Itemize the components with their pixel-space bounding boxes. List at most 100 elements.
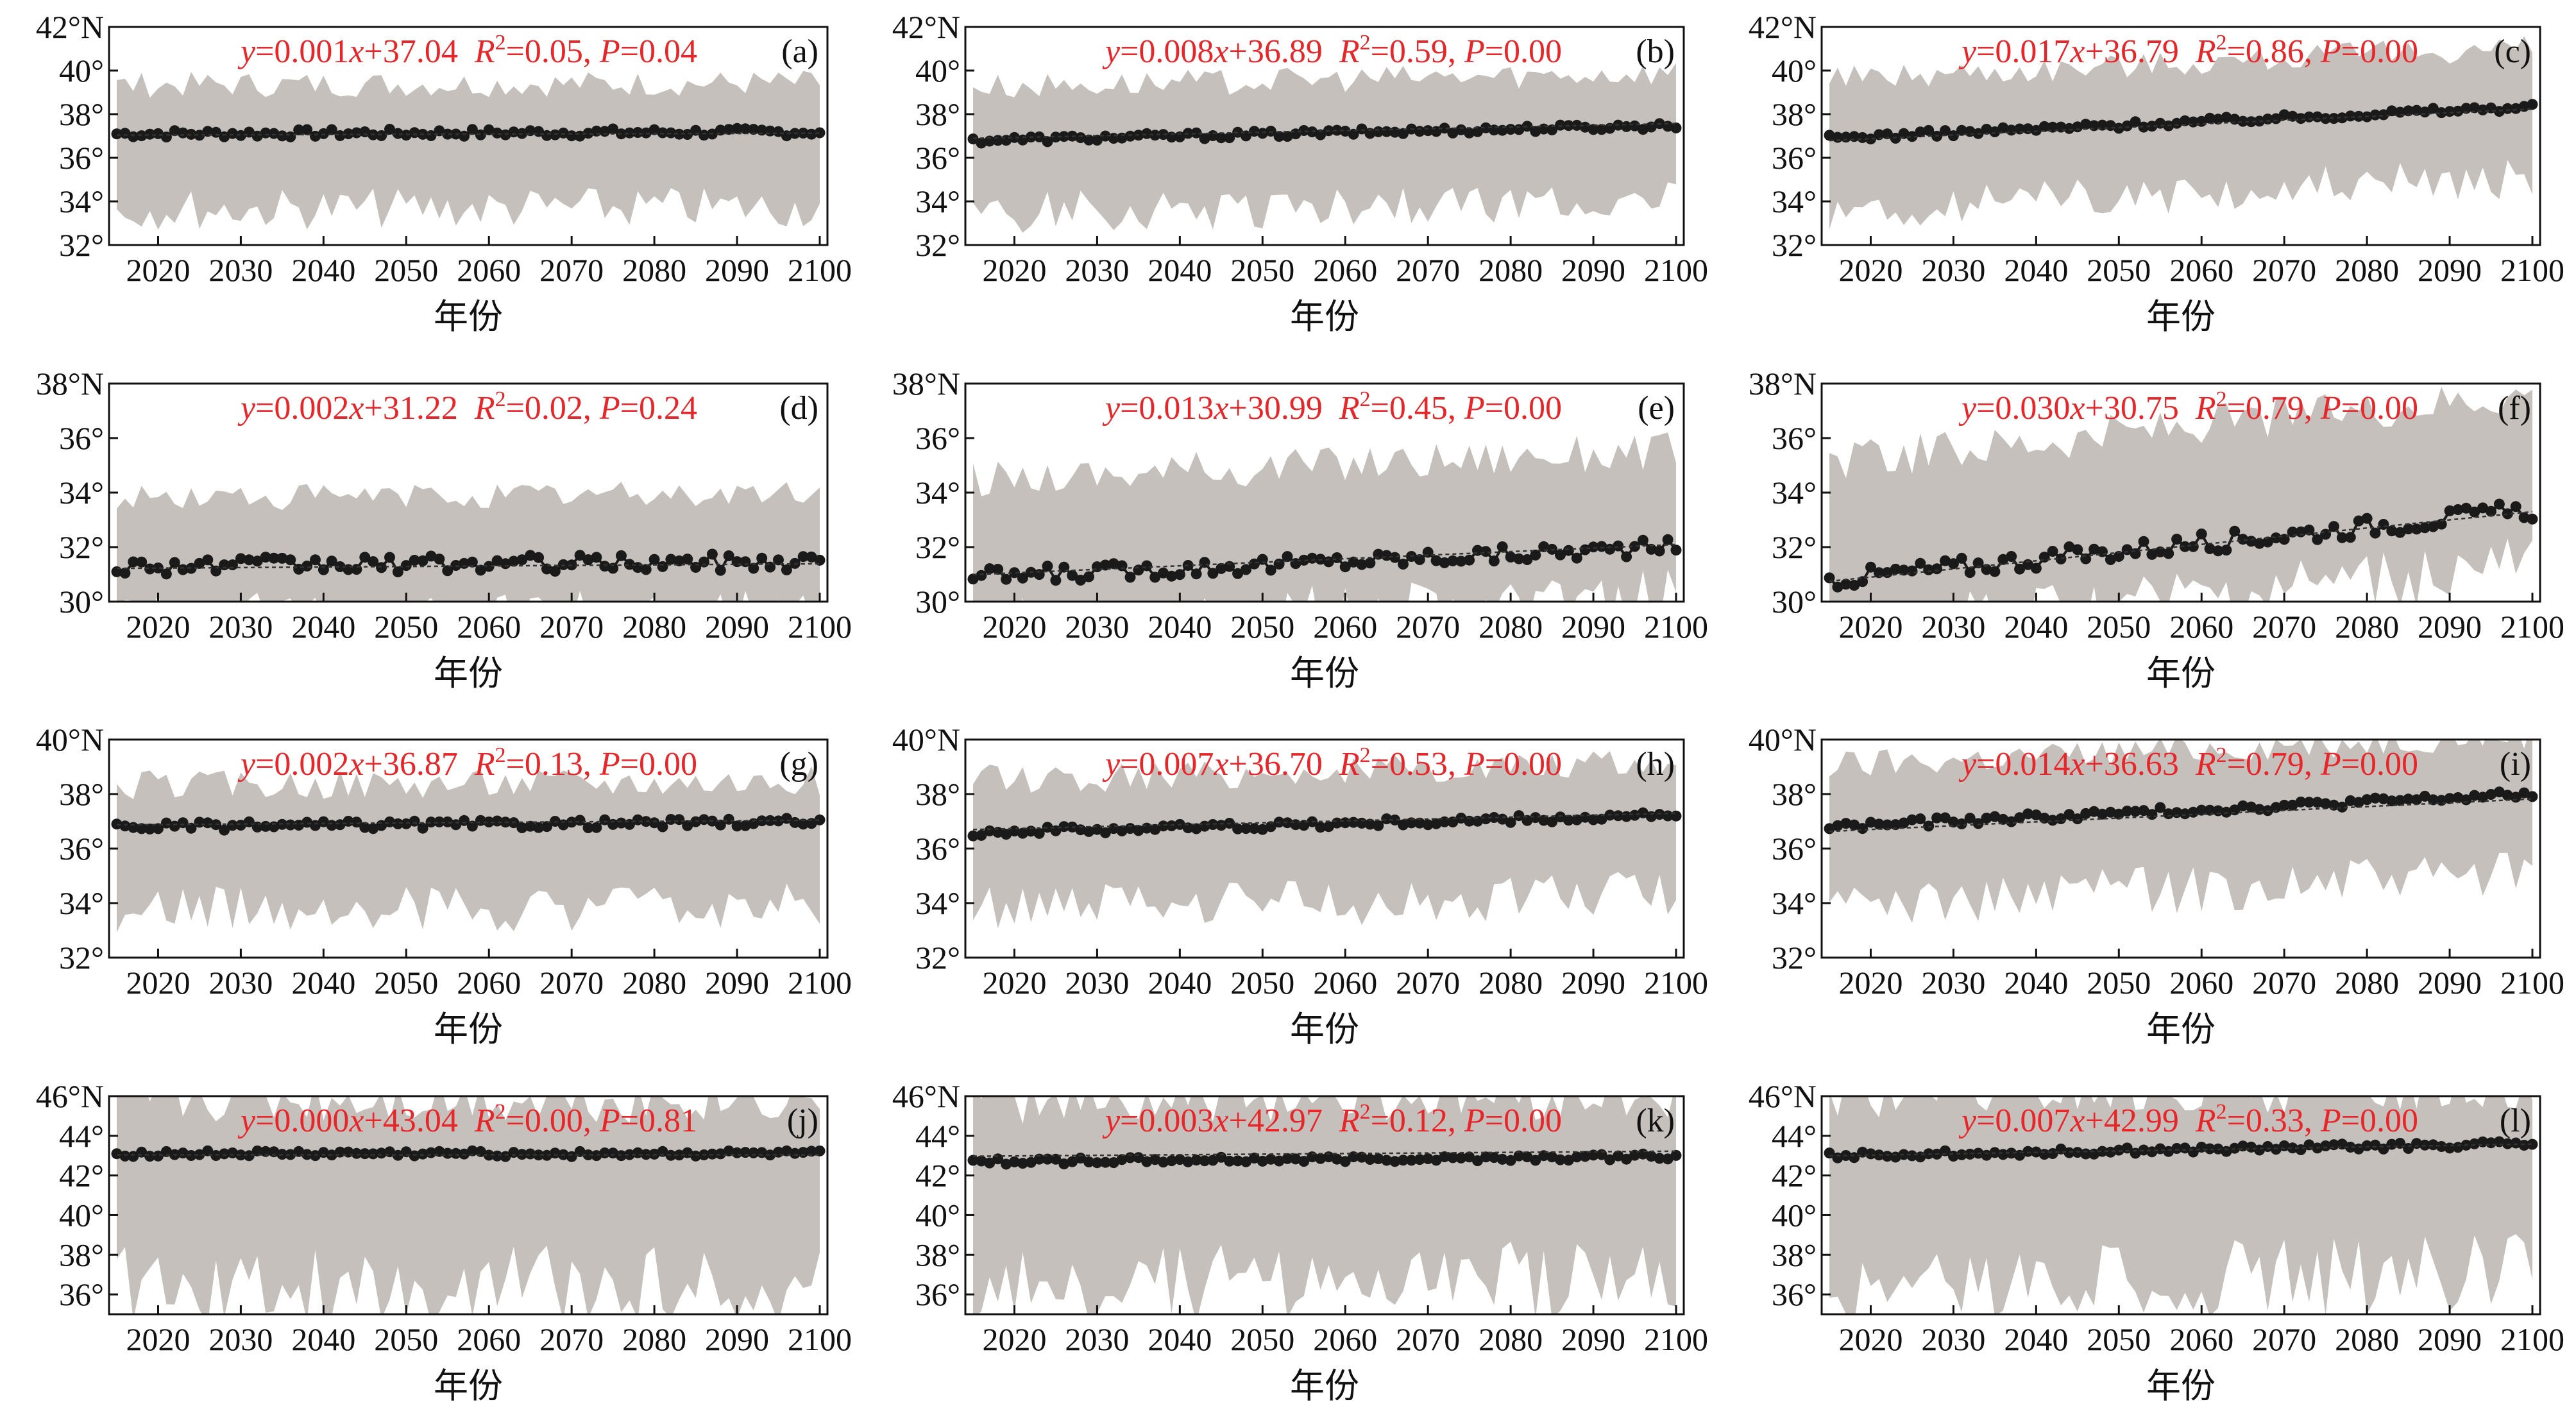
data-point (227, 1147, 238, 1158)
data-point (976, 1155, 987, 1167)
y-tick-label: 44° (915, 1118, 960, 1154)
data-point (1430, 555, 1442, 566)
data-point (2047, 546, 2058, 557)
data-point (1083, 134, 1094, 146)
data-point (1207, 568, 1219, 579)
data-point (1947, 817, 1959, 828)
data-point (1579, 544, 1591, 555)
data-point (2444, 793, 2455, 804)
data-point (1824, 130, 1835, 141)
data-point (1662, 534, 1674, 545)
data-point (1331, 1153, 1343, 1165)
data-point (2411, 105, 2422, 116)
data-point (2469, 790, 2480, 801)
data-point (1389, 552, 1401, 563)
y-tick-label: 46°N (892, 1078, 960, 1114)
data-point (1083, 825, 1094, 837)
data-point (1915, 557, 1926, 569)
eq-y: y (1102, 746, 1121, 783)
data-point (814, 127, 826, 139)
data-point (2394, 527, 2406, 538)
eq-x: x (1213, 1103, 1228, 1139)
data-point (1141, 560, 1153, 571)
eq-p: P (1464, 33, 1485, 70)
data-point (343, 128, 354, 140)
data-point (1906, 131, 1918, 142)
data-point (1555, 119, 1566, 131)
data-point (2502, 508, 2513, 520)
data-point (1621, 551, 1632, 563)
data-point (2461, 794, 2472, 806)
data-point (740, 123, 751, 135)
x-tick-label: 2030 (208, 1321, 273, 1357)
data-point (1149, 824, 1161, 835)
data-point (1224, 1155, 1235, 1167)
data-point (1001, 1158, 1012, 1170)
data-point (1009, 567, 1020, 579)
data-point (508, 1147, 520, 1158)
data-point (1058, 131, 1070, 142)
eq-y: y (1102, 390, 1121, 427)
eq-r: R (474, 746, 495, 783)
x-tick-label: 2080 (1479, 965, 1543, 1001)
data-point (591, 1150, 602, 1162)
data-point (2055, 554, 2067, 564)
data-point (2493, 106, 2505, 117)
data-point (1348, 128, 1359, 140)
y-tick-label: 36° (1772, 831, 1817, 867)
data-point (2461, 103, 2472, 114)
data-point (2411, 794, 2422, 806)
x-tick-label: 2070 (539, 965, 604, 1001)
data-point (1981, 124, 1992, 135)
data-point (984, 135, 996, 147)
eq-r-sup: 2 (2216, 387, 2227, 411)
y-tick-label: 32° (1772, 940, 1817, 976)
data-point (1298, 125, 1310, 136)
data-point (2063, 541, 2075, 552)
data-point (607, 563, 619, 574)
eq-r: R (1339, 390, 1360, 427)
data-point (1191, 127, 1202, 139)
eq-coef: =0.017 (1976, 33, 2070, 70)
data-point (1099, 1156, 1111, 1168)
data-point (434, 816, 445, 827)
eq-y: y (1102, 33, 1121, 70)
data-point (1315, 822, 1326, 833)
data-point (699, 814, 709, 825)
data-point (2138, 1144, 2149, 1156)
data-point (1563, 545, 1574, 556)
data-point (2344, 532, 2356, 543)
data-point (1915, 126, 1926, 138)
panel-label: (k) (1636, 1103, 1675, 1139)
eq-p: P (2320, 746, 2341, 783)
data-point (1273, 131, 1285, 142)
data-point (1166, 570, 1177, 582)
data-point (1331, 817, 1343, 829)
data-point (2336, 532, 2348, 543)
data-point (1232, 568, 1244, 579)
data-point (2121, 1142, 2133, 1154)
data-point (1832, 820, 1843, 831)
data-point (2196, 529, 2207, 539)
x-tick-label: 2060 (2169, 1321, 2233, 1357)
data-point (1670, 123, 1682, 133)
x-tick-label: 2080 (2335, 1321, 2399, 1357)
data-point (2320, 529, 2332, 540)
plot-frame (964, 26, 1685, 246)
y-tick-label: 36° (1772, 420, 1817, 456)
eq-r-value: =0.05, (506, 33, 600, 70)
data-point (351, 817, 362, 828)
y-tick-label: 36° (915, 1276, 960, 1312)
x-tick-label: 2070 (2252, 252, 2316, 288)
data-point (483, 817, 495, 827)
x-tick-label: 2100 (2500, 1321, 2564, 1357)
data-point (2121, 120, 2133, 131)
y-tick-label: 38° (1772, 1237, 1817, 1273)
data-point (706, 1148, 718, 1160)
data-point (1637, 534, 1648, 546)
data-point (2493, 786, 2505, 798)
data-point (541, 821, 552, 833)
y-tick-label: 34° (59, 475, 104, 511)
data-point (657, 561, 668, 572)
x-tick-label: 2040 (1148, 609, 1212, 645)
